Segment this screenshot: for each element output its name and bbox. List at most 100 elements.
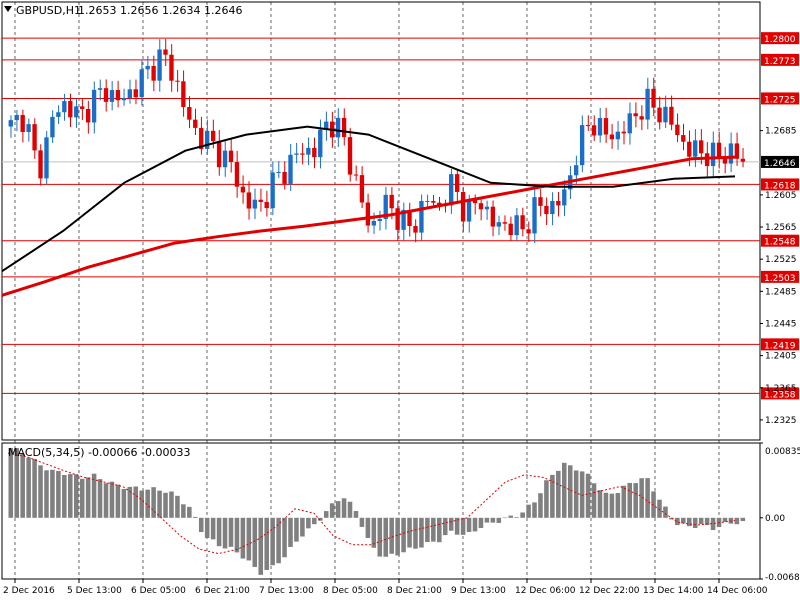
macd-bar	[591, 483, 597, 518]
candle-body	[508, 223, 513, 236]
candle-body	[532, 197, 537, 234]
candle-body	[97, 88, 103, 90]
candle-body	[597, 118, 603, 136]
macd-bar	[14, 448, 20, 518]
candle-body	[377, 219, 382, 222]
candle-body	[585, 125, 591, 127]
candle-body	[199, 127, 204, 149]
candle-body	[710, 142, 716, 167]
macd-bar	[442, 517, 448, 536]
macd-bar	[639, 478, 644, 518]
candle-body	[437, 202, 442, 206]
macd-bar	[210, 517, 216, 540]
macd-bar	[686, 517, 692, 527]
macd-bar	[234, 517, 240, 553]
macd-bar	[573, 470, 579, 518]
macd-bar	[32, 458, 37, 518]
candle-body	[210, 130, 216, 142]
candle-body	[32, 124, 37, 151]
chart-menu-triangle-icon[interactable]	[4, 6, 12, 12]
candle-body	[74, 106, 79, 118]
candle-body	[383, 194, 388, 220]
macd-bar	[240, 517, 246, 559]
level-label: 1.2358	[764, 390, 796, 400]
macd-bar	[329, 503, 335, 518]
macd-bar	[621, 485, 627, 518]
macd-bar	[115, 484, 121, 518]
candle-body	[716, 142, 722, 158]
macd-bar	[56, 470, 61, 518]
candle-body	[538, 197, 543, 206]
macd-bar	[139, 490, 144, 518]
macd-bar	[288, 517, 293, 547]
candle-body	[175, 80, 180, 82]
macd-bar	[419, 517, 424, 548]
macd-bar	[85, 477, 91, 518]
macd-bar	[163, 492, 168, 518]
macd-axis: 0.00835 0.00 -0.00683	[760, 442, 800, 583]
macd-bar	[556, 470, 561, 518]
candle-body	[603, 118, 609, 135]
macd-bar	[413, 517, 418, 549]
candle-body	[413, 226, 418, 233]
macd-bar	[681, 517, 686, 524]
time-label: 7 Dec 13:00	[259, 586, 314, 596]
candle-body	[425, 201, 430, 203]
level-label: 1.2800	[764, 35, 796, 45]
macd-bar	[663, 506, 668, 518]
macd-bar	[341, 498, 347, 518]
candle-body	[627, 113, 632, 134]
candle-body	[312, 147, 317, 158]
level-label: 1.2618	[764, 181, 796, 191]
time-label: 12 Dec 22:00	[579, 586, 640, 596]
macd-histogram	[7, 447, 746, 575]
macd-bar	[603, 492, 609, 518]
macd-bar	[508, 515, 513, 518]
candle-body	[341, 117, 347, 138]
macd-bar	[264, 517, 269, 570]
candle-body	[288, 154, 293, 184]
candle-body	[85, 108, 91, 123]
candle-body	[68, 101, 73, 118]
candle-body	[294, 153, 299, 155]
candle-body	[657, 107, 662, 123]
candle-body	[115, 90, 121, 101]
candle-body	[371, 221, 376, 226]
level-label-bg	[761, 178, 799, 191]
level-label: 1.2725	[764, 95, 796, 105]
level-label-bg	[761, 53, 799, 66]
macd-bar	[472, 517, 478, 532]
time-axis: 2 Dec 2016 5 Dec 13:00 6 Dec 05:00 6 Dec 21…	[3, 579, 768, 596]
candle-body	[484, 206, 490, 210]
macd-bar	[38, 465, 43, 518]
chart-header: GBPUSD,H1 1.2653 1.2656 1.2634 1.2646	[4, 4, 242, 17]
candle-body	[550, 200, 555, 215]
macd-bar	[276, 517, 281, 564]
macd-bar	[431, 517, 436, 542]
macd-bar	[121, 489, 127, 518]
candle-body	[663, 106, 668, 123]
macd-bar	[198, 517, 204, 533]
macd-bar	[133, 486, 139, 518]
macd-bar	[734, 517, 740, 525]
macd-bar	[437, 517, 442, 543]
macd-bar	[151, 487, 156, 518]
macd-tick-label: 0.00	[765, 514, 785, 524]
candle-body	[395, 208, 400, 230]
candle-body	[335, 117, 341, 138]
candle-body	[306, 147, 311, 155]
macd-bar	[562, 462, 567, 518]
macd-bar	[306, 517, 311, 529]
candle-body	[181, 81, 186, 108]
macd-bar	[50, 469, 55, 518]
level-label: 1.2503	[764, 274, 796, 284]
candle-body	[127, 89, 132, 99]
macd-bar	[294, 517, 299, 542]
macd-bar	[377, 517, 383, 557]
candle-body	[401, 209, 406, 230]
horizontal-levels[interactable]: 1.2800 1.2773 1.2725 1.2618 1.2548 1.2503 1.24…	[2, 32, 799, 400]
candle-body	[300, 153, 305, 155]
